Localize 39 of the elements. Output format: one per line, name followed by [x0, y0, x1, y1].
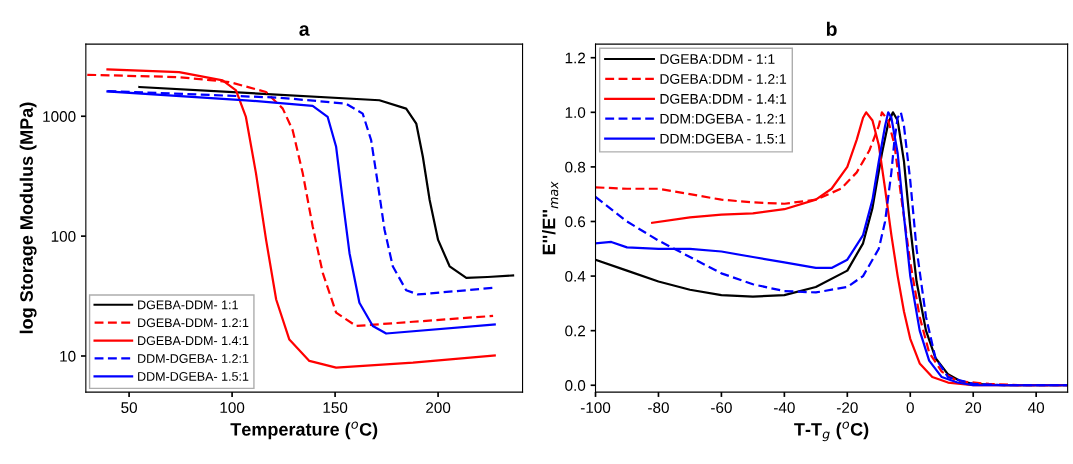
chart-title: a	[299, 25, 310, 36]
y-tick-label: 0.2	[565, 325, 586, 337]
x-tick-label: 150	[323, 402, 348, 414]
x-tick-label: 100	[220, 402, 245, 414]
legend-label: DGEBA-DDM- 1:1	[138, 300, 238, 310]
y-tick-label: 10	[60, 350, 76, 362]
y-tick-label: 1000	[43, 111, 76, 122]
x-tick-label: -20	[836, 402, 858, 414]
x-tick-label: -40	[774, 402, 795, 414]
x-tick-label: -60	[711, 402, 732, 414]
y-tick-label: 1.2	[565, 52, 586, 64]
y-tick-label: 0.0	[565, 380, 586, 391]
chart-title: b	[826, 21, 837, 36]
y-tick-label: 1.0	[565, 107, 586, 118]
y-tick-label: 100	[51, 230, 76, 242]
legend-label: DGEBA:DDM - 1.2:1	[660, 74, 787, 84]
y-tick-label: 0.6	[565, 216, 586, 228]
x-axis-title: Temperature ($^{o}$C)	[230, 421, 378, 440]
x-tick-label: 50	[121, 402, 137, 414]
y-axis-title: log Storage Modulus (MPa)	[19, 102, 37, 334]
x-tick-label: 0	[906, 402, 914, 414]
legend-label: DDM-DGEBA- 1.5:1	[138, 372, 249, 381]
legend-label: DDM:DGEBA - 1.2:1	[660, 113, 786, 124]
legend-label: DGEBA:DDM - 1.4:1	[660, 93, 787, 104]
legend-label: DGEBA:DDM - 1:1	[660, 54, 775, 64]
x-tick-label: -80	[648, 402, 669, 414]
x-axis-title: T-T$_{g}$ ($^{o}$C)	[794, 421, 869, 442]
y-tick-label: 0.4	[565, 270, 586, 282]
x-tick-label: 40	[1028, 402, 1045, 414]
line-series	[138, 85, 515, 280]
legend-label: DDM-DGEBA- 1.2:1	[138, 354, 249, 363]
x-tick-label: 200	[426, 402, 451, 414]
legend-label: DGEBA-DDM- 1.4:1	[138, 336, 249, 346]
y-axis-title: E''/E''$_{max}$	[542, 181, 559, 255]
x-tick-label: 20	[965, 402, 982, 414]
x-tick-label: -100	[580, 402, 611, 414]
legend-label: DDM:DGEBA - 1.5:1	[660, 133, 786, 144]
legend-label: DGEBA-DDM- 1.2:1	[138, 318, 249, 328]
y-tick-label: 0.8	[565, 161, 586, 173]
